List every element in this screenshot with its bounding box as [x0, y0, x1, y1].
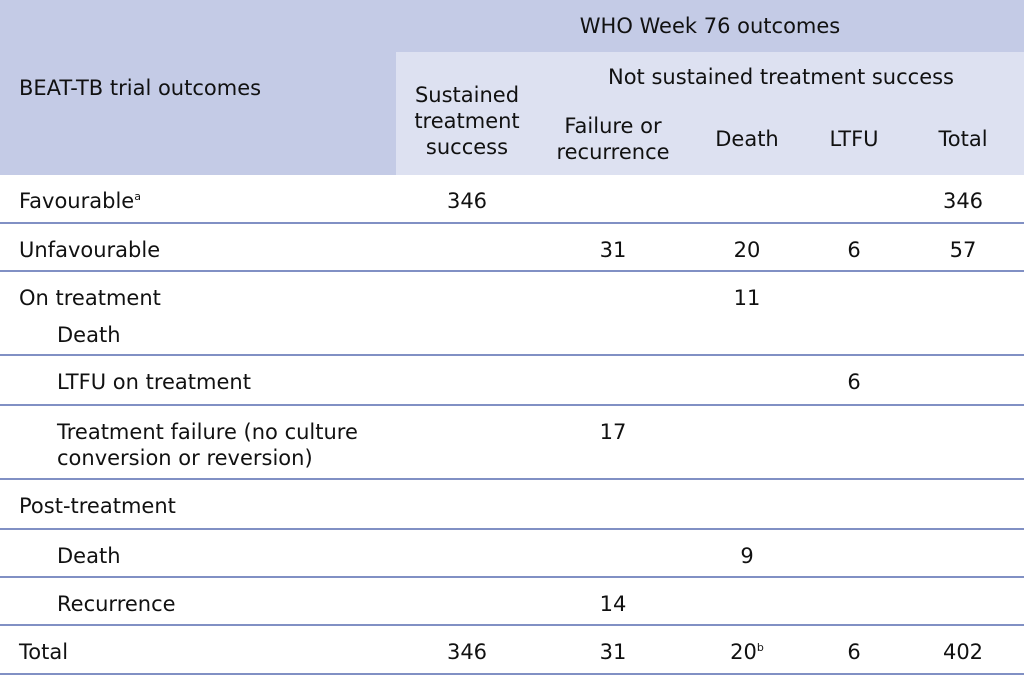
- cell-ltfu: 6: [806, 625, 902, 675]
- row-post-death: Death 9: [0, 529, 1024, 577]
- cell-sustained: [396, 271, 538, 356]
- row-label: LTFU on treatment: [0, 355, 396, 406]
- row-favourable: Favourablea 346 346: [0, 175, 1024, 224]
- cell-death: [688, 175, 806, 224]
- not-sustained-header: Not sustained treatment success: [538, 52, 1024, 102]
- row-label: Recurrence: [0, 577, 396, 626]
- cell-failure: 31: [538, 625, 688, 675]
- row-label: On treatment Death: [0, 271, 396, 356]
- cell-sustained: [396, 577, 538, 626]
- row-ltfu-on-treatment: LTFU on treatment 6: [0, 355, 1024, 406]
- row-total: Total 346 31 20b 6 402: [0, 625, 1024, 675]
- cell-death: 9: [740, 544, 754, 568]
- cell-total: [902, 405, 1024, 480]
- row-label: Unfavourable: [0, 223, 396, 272]
- cell-death: 11: [688, 271, 806, 356]
- cell-failure: [538, 529, 688, 577]
- cell-sustained: [396, 529, 538, 577]
- death-header: Death: [688, 102, 806, 175]
- who-week76-header: WHO Week 76 outcomes: [396, 0, 1024, 52]
- cell-failure: 17: [538, 405, 688, 480]
- footnote-a: a: [134, 190, 141, 203]
- row-unfavourable: Unfavourable 31 20 6 57: [0, 223, 1024, 272]
- cell-sustained: 346: [396, 175, 538, 224]
- row-sublabel: Death: [57, 323, 121, 347]
- cell-death: 20: [688, 223, 806, 272]
- cell-total: 402: [902, 625, 1024, 675]
- failure-recurrence-header: Failure or recurrence: [538, 102, 688, 175]
- cell-total: [902, 577, 1024, 626]
- cell-failure: 31: [538, 223, 688, 272]
- cell-ltfu: [806, 529, 902, 577]
- cell-failure: [538, 355, 688, 406]
- cell-death: 20b: [688, 625, 806, 675]
- row-label: Total: [0, 625, 396, 675]
- cell-ltfu: [806, 271, 902, 356]
- row-recurrence: Recurrence 14: [0, 577, 1024, 626]
- cell-death: [688, 355, 806, 406]
- cell-ltfu: [806, 175, 902, 224]
- row-post-treatment: Post-treatment: [0, 479, 1024, 530]
- row-label: Death: [57, 544, 121, 568]
- cell-total: [902, 271, 1024, 356]
- cell-total: [902, 529, 1024, 577]
- cell-sustained: [396, 355, 538, 406]
- footnote-b: b: [756, 641, 764, 654]
- row-group-header: BEAT-TB trial outcomes: [0, 0, 396, 175]
- row-label: Post-treatment: [0, 479, 396, 530]
- row-treatment-failure: Treatment failure (no culture conversion …: [0, 405, 1024, 480]
- cell-total: 57: [902, 223, 1024, 272]
- row-label: Treatment failure (no culture conversion …: [0, 405, 396, 480]
- cell-failure: 14: [538, 577, 688, 626]
- cell-sustained: 346: [396, 625, 538, 675]
- cell-total: [902, 355, 1024, 406]
- cell-death: [688, 405, 806, 480]
- total-header: Total: [902, 102, 1024, 175]
- cell-ltfu: [806, 405, 902, 480]
- cell-ltfu: 6: [806, 355, 902, 406]
- row-label: Favourablea: [0, 175, 396, 224]
- cell-ltfu: [806, 577, 902, 626]
- cell-sustained: [396, 405, 538, 480]
- cell-ltfu: 6: [806, 223, 902, 272]
- row-on-treatment: On treatment Death 11: [0, 271, 1024, 356]
- ltfu-header: LTFU: [806, 102, 902, 175]
- cell-failure: [538, 175, 688, 224]
- cell-sustained: [396, 223, 538, 272]
- cell-death: [688, 577, 806, 626]
- cell-failure: [538, 271, 688, 356]
- cell-total: 346: [902, 175, 1024, 224]
- sustained-success-header: Sustained treatment success: [396, 52, 538, 175]
